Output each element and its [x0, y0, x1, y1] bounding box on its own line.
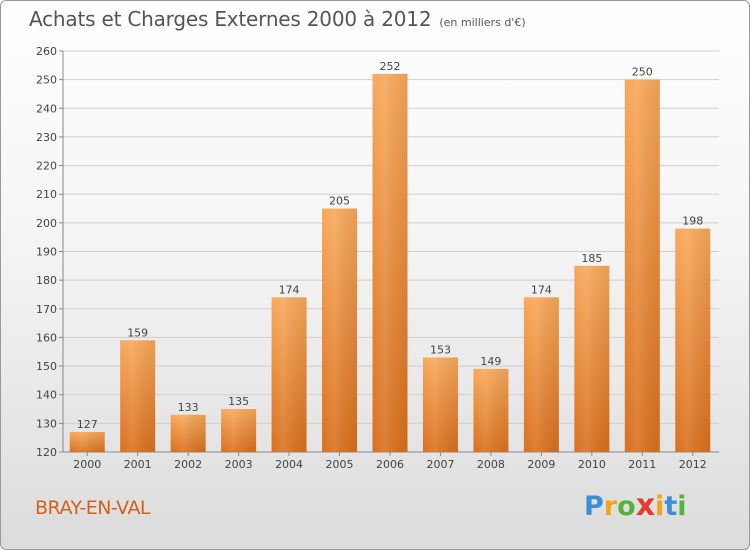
- value-label-2008: 149: [480, 355, 501, 368]
- y-tick-label: 260: [36, 45, 57, 58]
- bar-shade-2005: [322, 208, 358, 452]
- value-label-2003: 135: [228, 395, 249, 408]
- y-tick-label: 200: [36, 217, 57, 230]
- y-tick-labels: 120 130 140 150 160 170 180 190 200 210 220 230 240 2…: [36, 45, 57, 459]
- chart-title: Achats et Charges Externes 2000 à 2012 (e…: [29, 7, 526, 31]
- logo-letter: t: [664, 491, 678, 522]
- value-label-2005: 205: [329, 195, 350, 208]
- value-label-2000: 127: [77, 418, 98, 431]
- y-tick-label: 220: [36, 160, 57, 173]
- x-tick-label-2006: 2006: [376, 458, 404, 471]
- x-tick-label-2005: 2005: [326, 458, 354, 471]
- bar-shade-2002: [170, 414, 206, 452]
- y-tick-label: 150: [36, 360, 57, 373]
- value-label-2007: 153: [430, 343, 451, 356]
- x-tick-label-2010: 2010: [578, 458, 606, 471]
- y-tick-label: 230: [36, 131, 57, 144]
- x-tick-label-2007: 2007: [426, 458, 454, 471]
- bar-shade-2008: [473, 368, 509, 452]
- value-label-2009: 174: [531, 283, 552, 296]
- logo-letter: i: [655, 491, 665, 522]
- value-label-2002: 133: [178, 401, 199, 414]
- value-label-2001: 159: [127, 326, 148, 339]
- value-labels: 127 159 133 135 174 205 252 153 149 174 185 250 198: [77, 60, 704, 431]
- commune-name: BRAY-EN-VAL: [35, 497, 151, 519]
- chart-title-text: Achats et Charges Externes 2000 à 2012: [29, 7, 432, 31]
- y-tick-label: 140: [36, 389, 57, 402]
- x-tick-label-2009: 2009: [527, 458, 555, 471]
- x-tick-label-2004: 2004: [275, 458, 303, 471]
- y-tick-label: 120: [36, 446, 57, 459]
- logo-letter: r: [603, 491, 618, 522]
- value-label-2012: 198: [682, 215, 703, 228]
- x-tick-label-2001: 2001: [124, 458, 152, 471]
- y-tick-label: 130: [36, 417, 57, 430]
- bar-shade-2006: [372, 73, 408, 453]
- bar-shade-2011: [624, 79, 660, 453]
- logo-letter: o: [617, 491, 636, 522]
- x-tick-label-2012: 2012: [679, 458, 707, 471]
- proxiti-logo: Proxiti: [584, 488, 687, 523]
- bar-shade-2000: [69, 431, 105, 452]
- value-label-2010: 185: [581, 252, 602, 265]
- y-tick-label: 240: [36, 102, 57, 115]
- x-tick-label-2003: 2003: [225, 458, 253, 471]
- bars: [69, 73, 711, 453]
- bar-shade-2007: [422, 357, 458, 452]
- value-label-2004: 174: [279, 283, 300, 296]
- logo-letter: P: [584, 491, 604, 522]
- x-tick-label-2011: 2011: [628, 458, 656, 471]
- x-tick-label-2008: 2008: [477, 458, 505, 471]
- y-tick-label: 160: [36, 331, 57, 344]
- y-tick-label: 170: [36, 303, 57, 316]
- logo-letter: x: [635, 488, 656, 523]
- x-tick-labels: 2000 2001 2002 2003 2004 2005 2006 2007 2008 2009…: [73, 452, 707, 471]
- chart-subtitle: (en milliers d'€): [439, 16, 526, 29]
- logo-letter: i: [677, 491, 687, 522]
- value-label-2006: 252: [380, 60, 401, 73]
- bar-shade-2009: [523, 297, 559, 452]
- bar-shade-2010: [574, 265, 610, 452]
- value-label-2011: 250: [632, 66, 653, 79]
- bar-shade-2003: [221, 409, 257, 452]
- y-tick-label: 210: [36, 188, 57, 201]
- bar-shade-2004: [271, 297, 307, 452]
- bar-shade-2012: [675, 228, 711, 452]
- x-tick-label-2000: 2000: [73, 458, 101, 471]
- y-tick-label: 190: [36, 246, 57, 259]
- y-tick-label: 250: [36, 74, 57, 87]
- x-tick-label-2002: 2002: [174, 458, 202, 471]
- y-tick-label: 180: [36, 274, 57, 287]
- bar-shade-2001: [120, 340, 156, 452]
